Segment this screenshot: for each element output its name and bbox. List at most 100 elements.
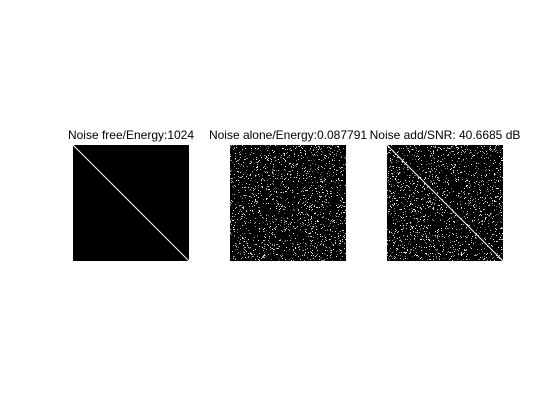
noise-pixel	[407, 185, 408, 186]
noise-pixel	[420, 207, 421, 208]
noise-pixel	[289, 149, 290, 150]
noise-pixel	[283, 153, 284, 154]
noise-pixel	[457, 208, 458, 209]
noise-pixel	[496, 235, 497, 236]
noise-pixel	[270, 249, 271, 250]
noise-pixel	[340, 152, 341, 153]
noise-pixel	[324, 259, 325, 260]
noise-pixel	[464, 193, 465, 194]
noise-pixel	[299, 201, 300, 202]
noise-pixel	[486, 254, 487, 255]
noise-pixel	[428, 225, 429, 226]
noise-pixel	[240, 253, 241, 254]
noise-pixel	[457, 204, 458, 205]
noise-pixel	[277, 248, 278, 249]
noise-pixel	[342, 216, 343, 217]
noise-pixel	[322, 189, 323, 190]
noise-pixel	[404, 220, 405, 221]
noise-pixel	[439, 236, 440, 237]
noise-pixel	[414, 183, 415, 184]
noise-pixel	[308, 219, 309, 220]
noise-pixel	[430, 155, 431, 156]
noise-pixel	[471, 196, 472, 197]
noise-pixel	[308, 182, 309, 183]
noise-pixel	[469, 187, 470, 188]
noise-pixel	[478, 199, 479, 200]
noise-pixel	[445, 168, 446, 169]
noise-pixel	[394, 256, 395, 257]
noise-pixel	[395, 179, 396, 180]
noise-pixel	[235, 186, 236, 187]
noise-pixel	[259, 160, 260, 161]
noise-pixel	[246, 241, 247, 242]
noise-pixel	[424, 226, 425, 227]
noise-pixel	[248, 187, 249, 188]
noise-pixel	[278, 170, 279, 171]
noise-pixel	[447, 155, 448, 156]
noise-pixel	[500, 162, 501, 163]
noise-pixel	[243, 238, 244, 239]
noise-pixel	[295, 165, 296, 166]
noise-pixel	[485, 201, 486, 202]
noise-pixel	[322, 201, 323, 202]
noise-pixel	[445, 197, 446, 198]
noise-pixel	[391, 170, 392, 171]
noise-pixel	[496, 206, 497, 207]
noise-pixel	[342, 210, 343, 211]
noise-pixel	[274, 234, 275, 235]
noise-pixel	[265, 168, 266, 169]
noise-pixel	[341, 156, 342, 157]
noise-pixel	[389, 240, 390, 241]
noise-pixel	[272, 172, 273, 173]
noise-pixel	[424, 188, 425, 189]
noise-pixel	[437, 209, 438, 210]
noise-pixel	[421, 235, 422, 236]
noise-pixel	[464, 171, 465, 172]
noise-pixel	[324, 178, 325, 179]
noise-pixel	[403, 252, 404, 253]
noise-pixel	[268, 203, 269, 204]
noise-pixel	[342, 241, 343, 242]
noise-pixel	[492, 151, 493, 152]
noise-pixel	[456, 181, 457, 182]
noise-pixel	[389, 152, 390, 153]
noise-pixel	[415, 152, 416, 153]
noise-pixel	[495, 197, 496, 198]
noise-pixel	[248, 256, 249, 257]
noise-pixel	[454, 251, 455, 252]
noise-pixel	[447, 194, 448, 195]
noise-pixel	[323, 216, 324, 217]
noise-pixel	[493, 185, 494, 186]
noise-pixel	[389, 184, 390, 185]
noise-pixel	[441, 165, 442, 166]
noise-pixel	[244, 239, 245, 240]
noise-pixel	[317, 250, 318, 251]
noise-pixel	[417, 219, 418, 220]
noise-pixel	[484, 199, 485, 200]
noise-pixel	[430, 215, 431, 216]
noise-pixel	[499, 233, 500, 234]
noise-pixel	[286, 251, 287, 252]
noise-pixel	[320, 179, 321, 180]
noise-pixel	[312, 228, 313, 229]
noise-pixel	[320, 214, 321, 215]
noise-pixel	[288, 179, 289, 180]
noise-pixel	[345, 206, 346, 207]
noise-pixel	[486, 257, 487, 258]
noise-pixel	[404, 208, 405, 209]
noise-pixel	[282, 178, 283, 179]
noise-pixel	[322, 253, 323, 254]
noise-pixel	[333, 181, 334, 182]
noise-pixel	[500, 221, 501, 222]
noise-pixel	[416, 213, 417, 214]
noise-pixel	[418, 256, 419, 257]
noise-pixel	[240, 243, 241, 244]
noise-pixel	[309, 205, 310, 206]
noise-pixel	[344, 202, 345, 203]
noise-pixel	[325, 196, 326, 197]
noise-pixel	[451, 173, 452, 174]
noise-pixel	[482, 148, 483, 149]
noise-pixel	[342, 256, 343, 257]
noise-pixel	[297, 164, 298, 165]
noise-pixel	[405, 199, 406, 200]
